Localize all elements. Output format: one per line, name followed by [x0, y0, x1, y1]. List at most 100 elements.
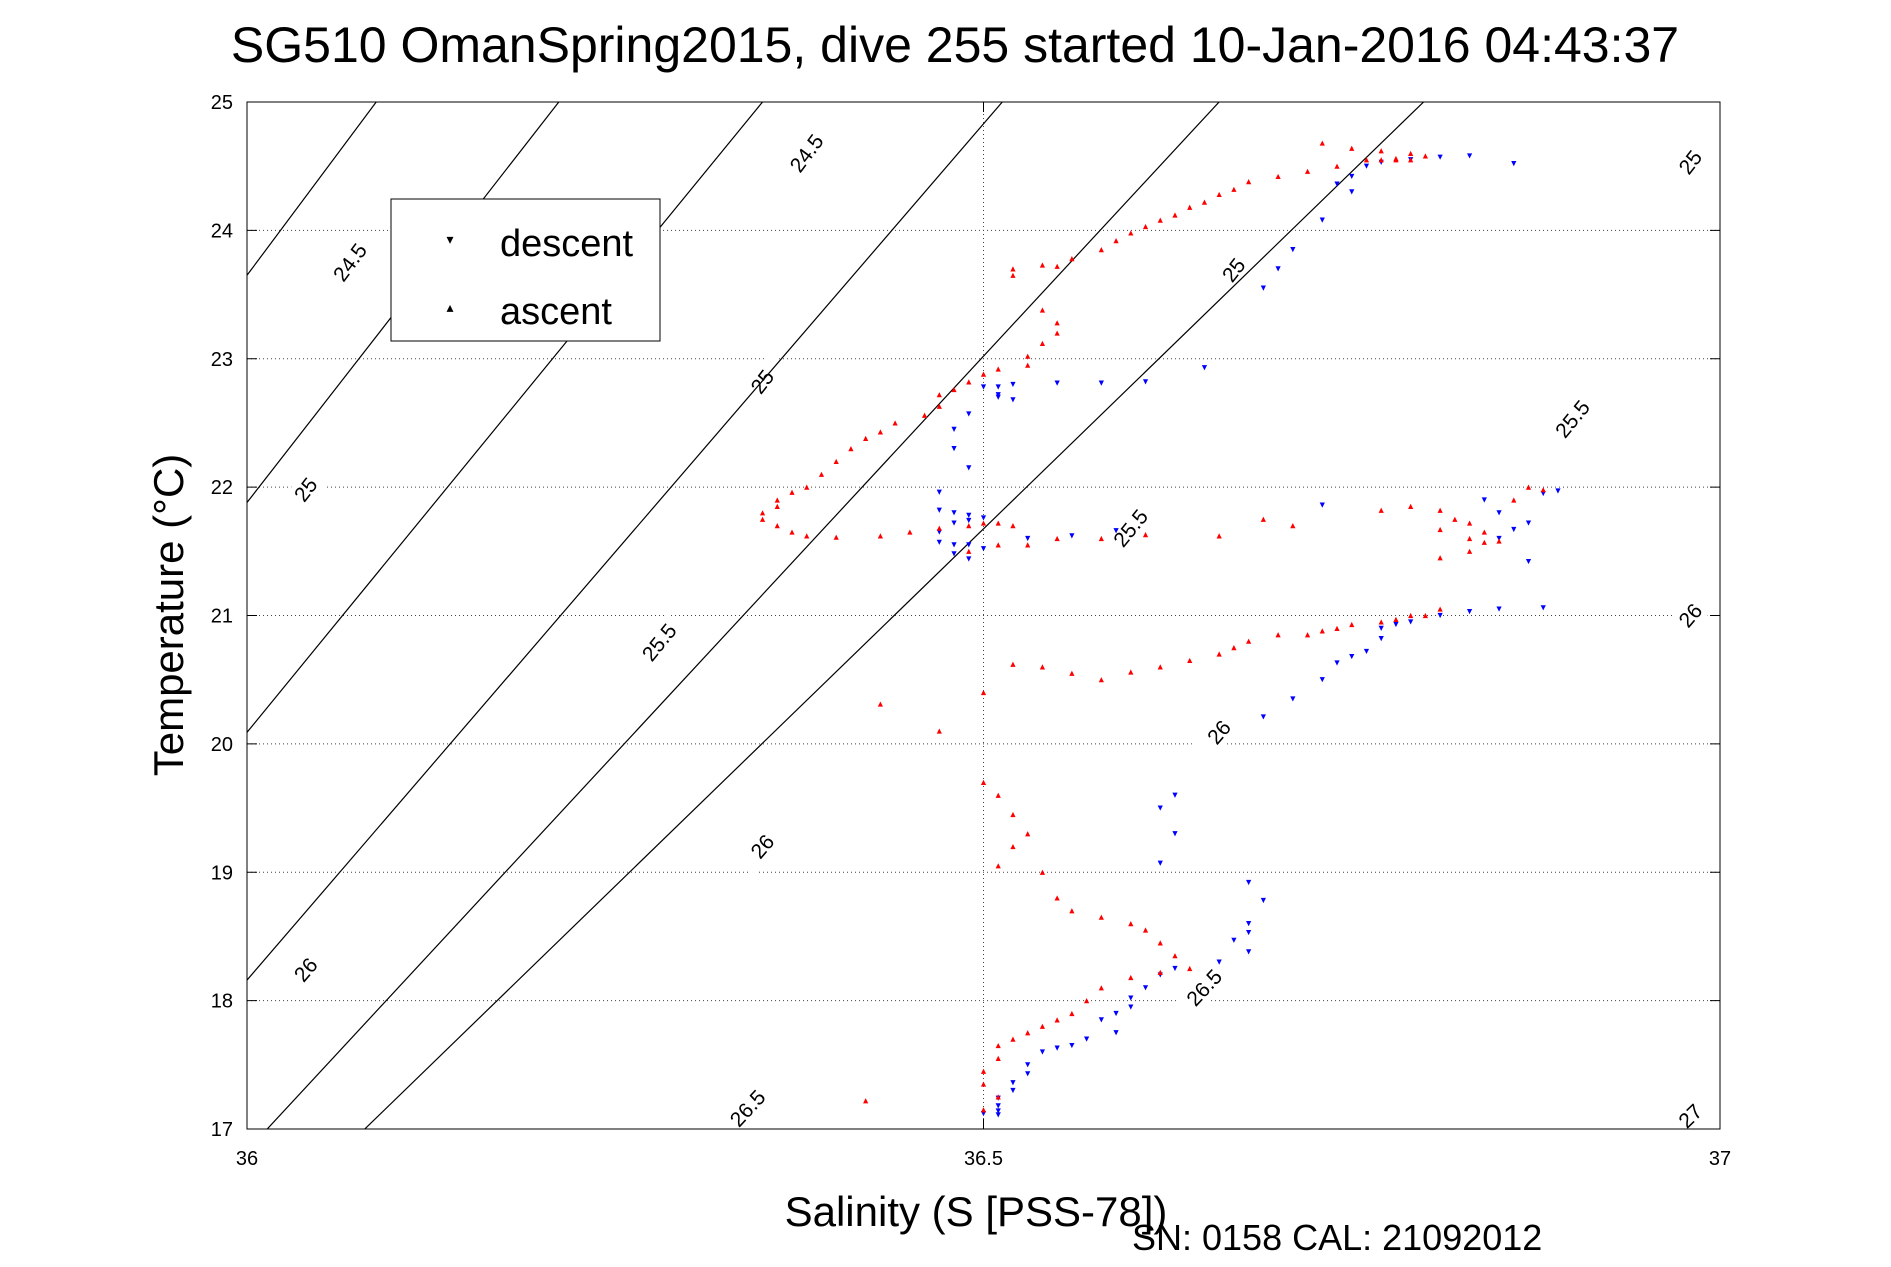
- x-tick-label: 36.5: [964, 1148, 1003, 1170]
- ascent-point: [1304, 168, 1311, 174]
- descent-point: [1290, 247, 1296, 253]
- ascent-point: [995, 1055, 1001, 1061]
- descent-point: [995, 1108, 1001, 1114]
- density-contour-line: [247, 102, 1004, 981]
- ascent-point: [995, 366, 1001, 372]
- descent-point: [1010, 381, 1016, 388]
- ascent-point: [1054, 895, 1060, 901]
- descent-point: [1025, 1071, 1031, 1077]
- ascent-point: [1142, 532, 1149, 538]
- ascent-point: [1054, 1017, 1060, 1023]
- ascent-point: [1157, 217, 1163, 223]
- descent-point: [1378, 625, 1384, 631]
- x-tick-label: 37: [1709, 1148, 1731, 1170]
- ascent-point: [1231, 186, 1237, 192]
- ascent-point: [995, 792, 1001, 798]
- y-tick-label: 24: [211, 220, 233, 242]
- ascent-point: [1496, 538, 1502, 544]
- ascent-point: [1334, 625, 1340, 631]
- ascent-point: [1039, 869, 1046, 875]
- descent-point: [1010, 1087, 1016, 1094]
- descent-point: [1334, 660, 1340, 666]
- ascent-point: [980, 779, 987, 785]
- density-contour-line: [363, 102, 1425, 1129]
- descent-point: [1098, 1017, 1104, 1023]
- x-tick-label: 36: [236, 1148, 258, 1170]
- ascent-point: [1334, 163, 1340, 169]
- descent-point: [1349, 653, 1355, 660]
- descent-point: [1142, 985, 1149, 991]
- ascent-point: [877, 701, 883, 707]
- ascent-point: [936, 403, 942, 409]
- ascent-point: [1098, 985, 1104, 991]
- descent-point: [1246, 921, 1252, 927]
- ascent-point: [1084, 998, 1090, 1004]
- ascent-point: [1039, 1023, 1046, 1029]
- ascent-point: [1275, 173, 1281, 180]
- descent-point: [1216, 959, 1222, 965]
- ascent-point: [1437, 507, 1443, 513]
- ascent-point: [980, 1068, 987, 1074]
- ascent-point: [980, 689, 987, 696]
- ascent-point: [1437, 606, 1443, 612]
- ascent-point: [1216, 191, 1222, 198]
- ascent-point: [877, 533, 883, 539]
- ascent-point: [1408, 503, 1414, 509]
- descent-point: [966, 465, 972, 471]
- ascent-point: [1216, 533, 1222, 539]
- ascent-point: [1187, 657, 1193, 664]
- ascent-point: [1466, 535, 1473, 542]
- ascent-point: [1010, 1036, 1016, 1042]
- ascent-point: [1010, 811, 1016, 818]
- axis-ticks: 17 18 19 20 21 22 23 24 25 36 36.5 37: [211, 92, 1731, 1170]
- ascent-point: [1216, 651, 1222, 657]
- ascent-point: [1098, 914, 1104, 920]
- descent-point: [1349, 189, 1355, 195]
- ascent-point: [1349, 621, 1355, 628]
- descent-point: [951, 426, 957, 432]
- ascent-point: [1540, 487, 1546, 493]
- ascent-point: [877, 429, 883, 435]
- descent-point: [951, 520, 957, 526]
- ascent-point: [1157, 969, 1163, 975]
- descent-point: [1069, 1042, 1075, 1049]
- contour-label-bg: [734, 816, 791, 877]
- ascent-point: [995, 1094, 1001, 1100]
- descent-point: [1246, 949, 1252, 955]
- descent-point: [1098, 380, 1104, 386]
- ascent-point: [1172, 953, 1178, 959]
- descent-point: [1113, 528, 1119, 534]
- ascent-point: [1246, 638, 1252, 644]
- contour-label-bg: [1191, 702, 1248, 763]
- descent-point: [1246, 929, 1252, 936]
- descent-point: [1349, 173, 1355, 180]
- ascent-point: [1187, 204, 1193, 210]
- descent-point: [1010, 1080, 1016, 1086]
- contour-label-bg: [1661, 1087, 1720, 1145]
- descent-point: [966, 542, 972, 548]
- contour-label-bg: [1663, 132, 1718, 193]
- ascent-point: [1039, 307, 1046, 313]
- descent-point: [1128, 1004, 1134, 1010]
- contour-label-bg: [278, 459, 334, 520]
- descent-point: [1172, 965, 1178, 972]
- descent-point: [966, 517, 972, 524]
- y-tick-label: 19: [211, 862, 233, 884]
- descent-point: [1466, 153, 1473, 159]
- descent-point: [1260, 897, 1266, 904]
- descent-point: [1054, 1045, 1060, 1051]
- descent-point: [1260, 285, 1266, 291]
- density-contour-line: [266, 102, 1220, 1129]
- ascent-point: [1290, 523, 1296, 529]
- ascent-point: [966, 548, 972, 554]
- descent-point: [995, 384, 1001, 390]
- ascent-point: [1098, 677, 1104, 683]
- ascent-point: [1142, 223, 1149, 230]
- ascent-point: [759, 516, 766, 522]
- descent-point: [936, 539, 942, 545]
- ascent-point: [1069, 908, 1075, 914]
- y-axis-label: Temperature (°C): [145, 454, 192, 777]
- ascent-point: [1039, 340, 1046, 346]
- descent-point: [1408, 619, 1414, 625]
